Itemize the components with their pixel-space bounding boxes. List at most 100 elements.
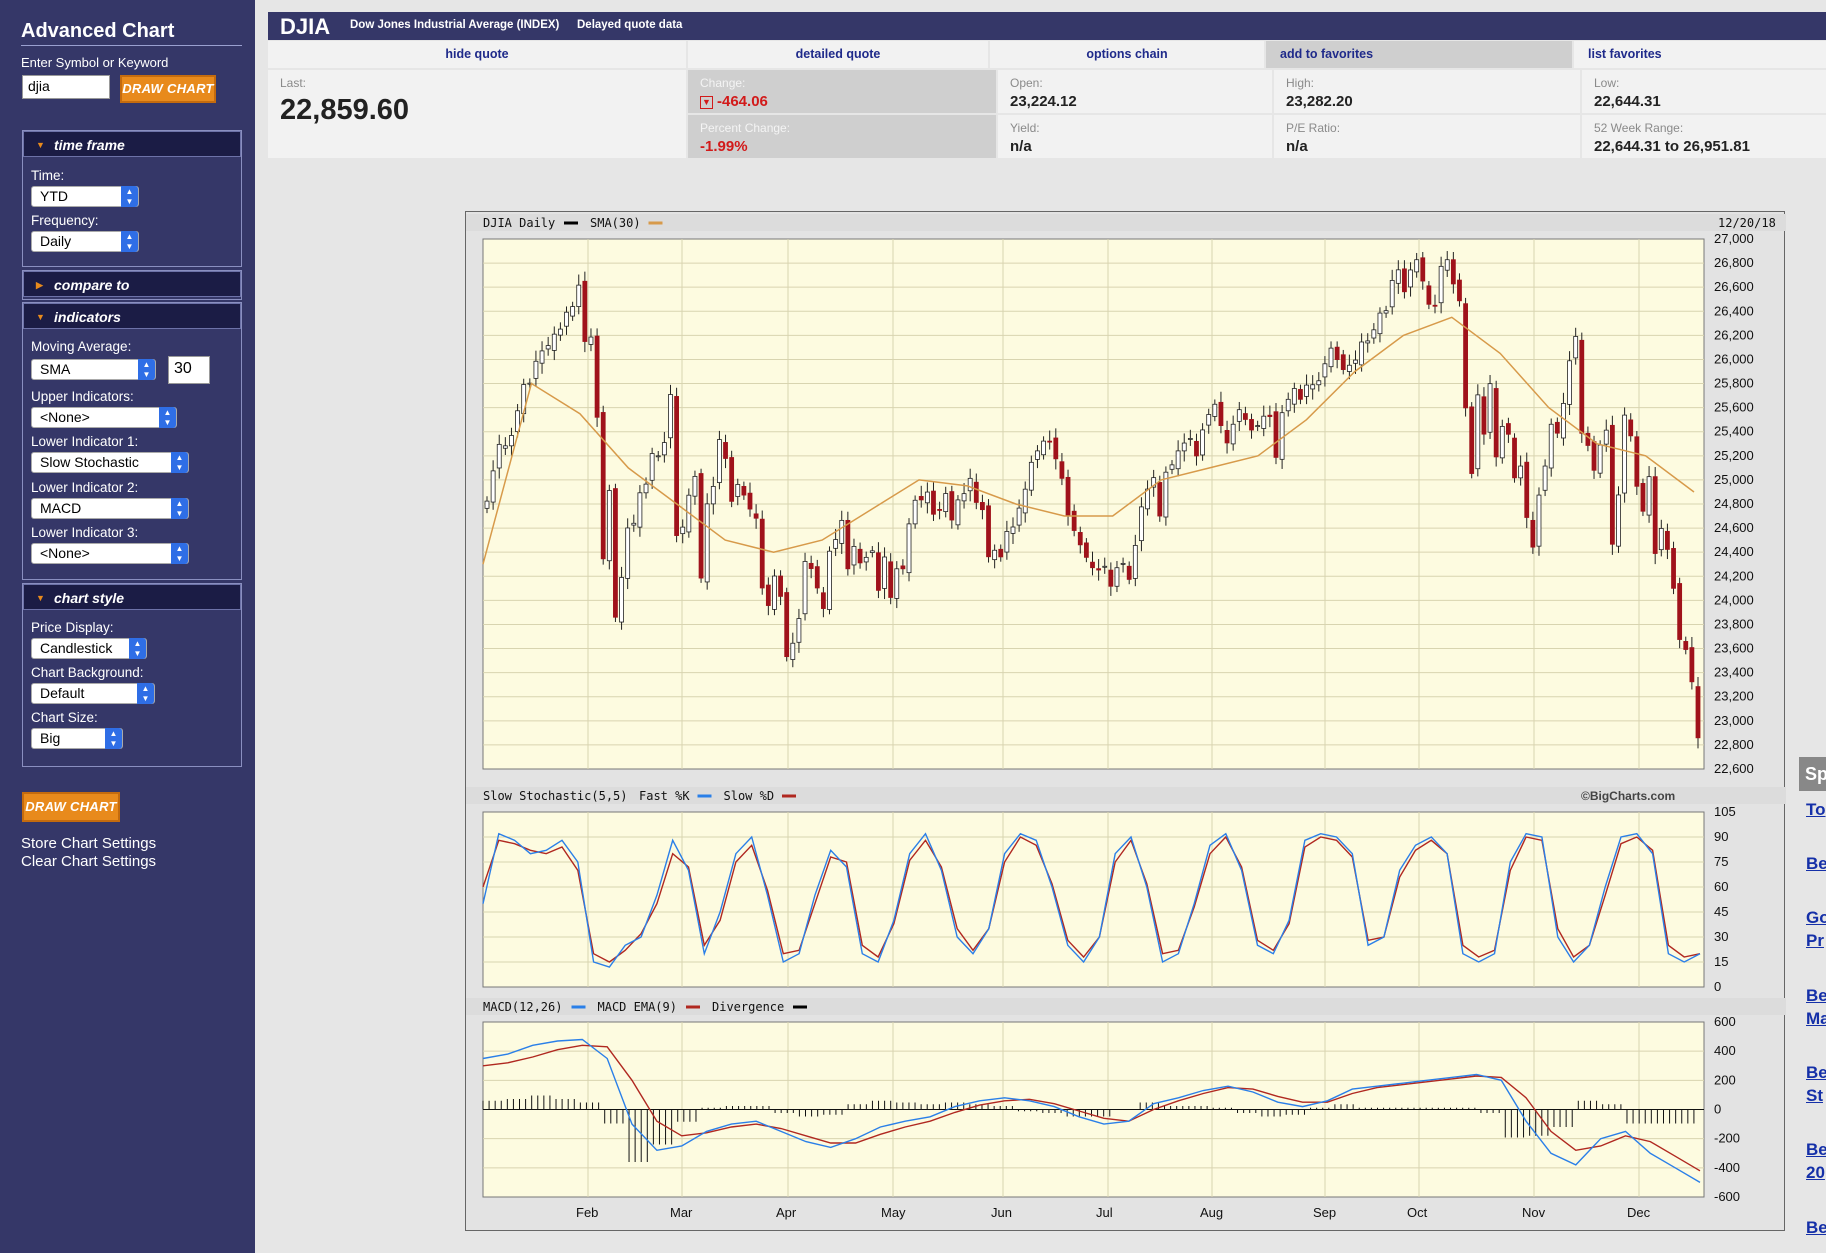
lower-indicator-3-select[interactable]: <None> ▲ ▼	[31, 543, 189, 564]
candle	[808, 562, 814, 569]
candle	[1377, 312, 1383, 335]
right-link[interactable]: Be	[1806, 854, 1826, 873]
time-select[interactable]: YTD ▲ ▼	[31, 186, 139, 207]
candle	[1022, 488, 1028, 514]
tab-list-favorites[interactable]: list favorites	[1574, 41, 1826, 68]
candle	[1298, 389, 1303, 400]
candle	[814, 566, 820, 589]
candle	[1175, 450, 1181, 470]
lower-indicator-1-select[interactable]: Slow Stochastic ▲ ▼	[31, 452, 189, 473]
price-display-select[interactable]: Candlestick ▲ ▼	[31, 638, 147, 659]
select-arrows-icon: ▲ ▼	[138, 359, 155, 380]
candle	[1652, 476, 1658, 554]
chart-background-select[interactable]: Default ▲ ▼	[31, 683, 155, 704]
candle	[827, 550, 832, 610]
lower-indicator-3-label: Lower Indicator 3:	[31, 525, 139, 540]
frequency-select[interactable]: Daily ▲ ▼	[31, 231, 139, 252]
xtick-Nov: Nov	[1522, 1205, 1546, 1220]
right-link[interactable]: Be	[1806, 986, 1826, 1005]
select-arrows-icon: ▲ ▼	[129, 638, 146, 659]
candle	[668, 394, 673, 439]
draw-chart-button-bottom[interactable]: DRAW CHART	[22, 792, 120, 822]
moving-average-select[interactable]: SMA ▲ ▼	[31, 359, 156, 380]
chart-style-toggle[interactable]: ▼ chart style	[23, 584, 241, 610]
candle	[1365, 340, 1371, 344]
right-link[interactable]: Be	[1806, 1063, 1826, 1082]
candle	[1249, 419, 1254, 431]
price-legend-label-0: DJIA Daily	[483, 216, 555, 230]
right-link[interactable]: Go	[1806, 908, 1826, 927]
candle	[1218, 401, 1224, 426]
right-link[interactable]: Be	[1806, 1140, 1826, 1159]
tab-hide-quote[interactable]: hide quote	[268, 41, 686, 68]
candle	[1322, 363, 1328, 378]
candle	[961, 493, 967, 502]
chart-size-select[interactable]: Big ▲ ▼	[31, 728, 123, 749]
candle	[1004, 531, 1010, 553]
candle	[661, 442, 667, 456]
chart-date-label: 12/20/18	[1718, 216, 1776, 230]
right-link[interactable]: 20	[1806, 1163, 1825, 1182]
candle	[1408, 269, 1413, 288]
candle	[680, 526, 686, 535]
clear-chart-settings-link[interactable]: Clear Chart Settings	[21, 853, 157, 870]
candle	[1267, 414, 1273, 417]
candle	[1548, 423, 1554, 469]
delayed-note: Delayed quote data	[577, 19, 683, 31]
candle	[1359, 341, 1365, 366]
candle	[704, 503, 710, 583]
indicators-panel: ▼ indicators Moving Average: SMA ▲ ▼ 30 Upp…	[22, 302, 242, 580]
candle	[1102, 565, 1108, 568]
macd-ytick-3: 0	[1714, 1102, 1721, 1117]
price-ytick-1: 26,800	[1714, 255, 1754, 270]
high-cell: High: 23,282.20	[1274, 70, 1580, 113]
store-chart-settings-link[interactable]: Store Chart Settings	[21, 835, 157, 852]
moving-average-label: Moving Average:	[31, 339, 132, 354]
right-link[interactable]: St	[1806, 1086, 1823, 1105]
candle	[759, 518, 765, 589]
macd-legend-label-0: MACD(12,26)	[483, 1000, 562, 1014]
compare-to-toggle[interactable]: ▶ compare to	[23, 271, 241, 297]
candle	[1475, 394, 1481, 470]
moving-average-period-input[interactable]: 30	[168, 356, 210, 384]
tab-options-chain[interactable]: options chain	[990, 41, 1264, 68]
candle	[912, 499, 918, 525]
candle	[1194, 440, 1199, 457]
range-value: 22,644.31 to 26,951.81	[1594, 138, 1750, 155]
time-frame-toggle[interactable]: ▼ time frame	[23, 131, 241, 157]
candle	[1518, 465, 1524, 479]
candle	[1665, 530, 1670, 550]
candle	[1047, 440, 1053, 443]
right-link[interactable]: Be	[1806, 1218, 1826, 1237]
upper-indicators-select[interactable]: <None> ▲ ▼	[31, 407, 177, 428]
candle	[717, 439, 722, 483]
tab-detailed-quote[interactable]: detailed quote	[688, 41, 988, 68]
stoch-ytick-3: 60	[1714, 879, 1728, 894]
lower-indicator-2-select[interactable]: MACD ▲ ▼	[31, 498, 189, 519]
candle	[772, 575, 777, 610]
candle	[1383, 310, 1389, 314]
frequency-label: Frequency:	[31, 213, 99, 228]
draw-chart-button[interactable]: DRAW CHART	[120, 75, 216, 103]
candle	[1346, 364, 1352, 372]
indicators-toggle[interactable]: ▼ indicators	[23, 303, 241, 329]
candle	[778, 575, 783, 597]
symbol-input[interactable]: djia	[22, 75, 110, 99]
stoch-plot	[482, 811, 1705, 988]
right-link[interactable]: To	[1806, 800, 1826, 819]
candle	[564, 311, 569, 327]
candle	[845, 519, 851, 570]
tab-add-to-favorites[interactable]: add to favorites	[1266, 41, 1572, 68]
price-chart: DJIA Daily SMA(30) 12/20/18 27,000 26,800 26,…	[465, 211, 1786, 1231]
open-cell: Open: 23,224.12	[998, 70, 1272, 113]
candle	[643, 483, 649, 494]
candle	[869, 550, 875, 553]
candle	[515, 410, 520, 433]
candle	[876, 552, 881, 591]
price-ytick-20: 23,000	[1714, 713, 1754, 728]
candle	[551, 333, 557, 351]
candle	[851, 545, 857, 566]
right-link[interactable]: Pr	[1806, 931, 1824, 950]
right-link[interactable]: Ma	[1806, 1009, 1826, 1028]
xtick-Aug: Aug	[1200, 1205, 1223, 1220]
